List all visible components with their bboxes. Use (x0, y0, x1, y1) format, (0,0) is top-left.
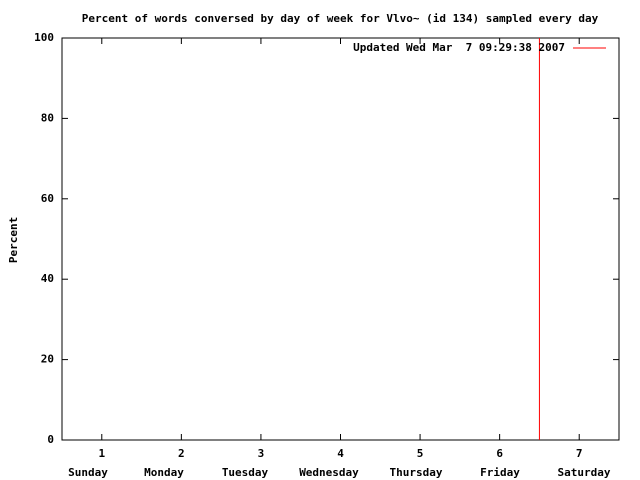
day-label: Monday (144, 466, 184, 479)
y-tick-label: 80 (41, 111, 54, 124)
day-label: Thursday (390, 466, 443, 479)
y-tick-label: 100 (34, 31, 54, 44)
day-label: Tuesday (222, 466, 269, 479)
x-tick-label: 1 (98, 447, 105, 460)
y-tick-label: 20 (41, 353, 54, 366)
day-label: Wednesday (299, 466, 359, 479)
x-tick-label: 6 (496, 447, 503, 460)
y-tick-label: 60 (41, 192, 54, 205)
y-tick-label: 0 (47, 433, 54, 446)
y-axis-label: Percent (7, 217, 20, 263)
day-label: Sunday (68, 466, 108, 479)
legend-label: Updated Wed Mar 7 09:29:38 2007 (353, 41, 565, 54)
x-tick-label: 5 (417, 447, 424, 460)
x-tick-label: 7 (576, 447, 583, 460)
x-tick-label: 3 (258, 447, 265, 460)
chart-title: Percent of words conversed by day of wee… (82, 12, 599, 25)
x-tick-label: 2 (178, 447, 185, 460)
x-tick-label: 4 (337, 447, 344, 460)
day-label: Friday (480, 466, 520, 479)
day-label: Saturday (558, 466, 611, 479)
y-tick-label: 40 (41, 272, 54, 285)
